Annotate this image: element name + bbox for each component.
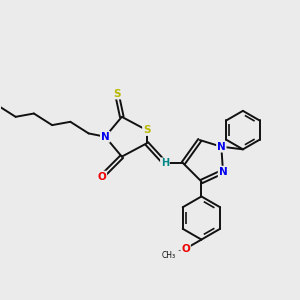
Text: N: N (101, 132, 110, 142)
Text: S: S (113, 88, 121, 99)
Text: S: S (143, 125, 150, 135)
Text: N: N (217, 142, 226, 152)
Text: O: O (181, 244, 190, 254)
Text: O: O (98, 172, 106, 182)
Text: H: H (161, 158, 169, 168)
Text: CH₃: CH₃ (162, 251, 176, 260)
Text: N: N (219, 167, 227, 177)
